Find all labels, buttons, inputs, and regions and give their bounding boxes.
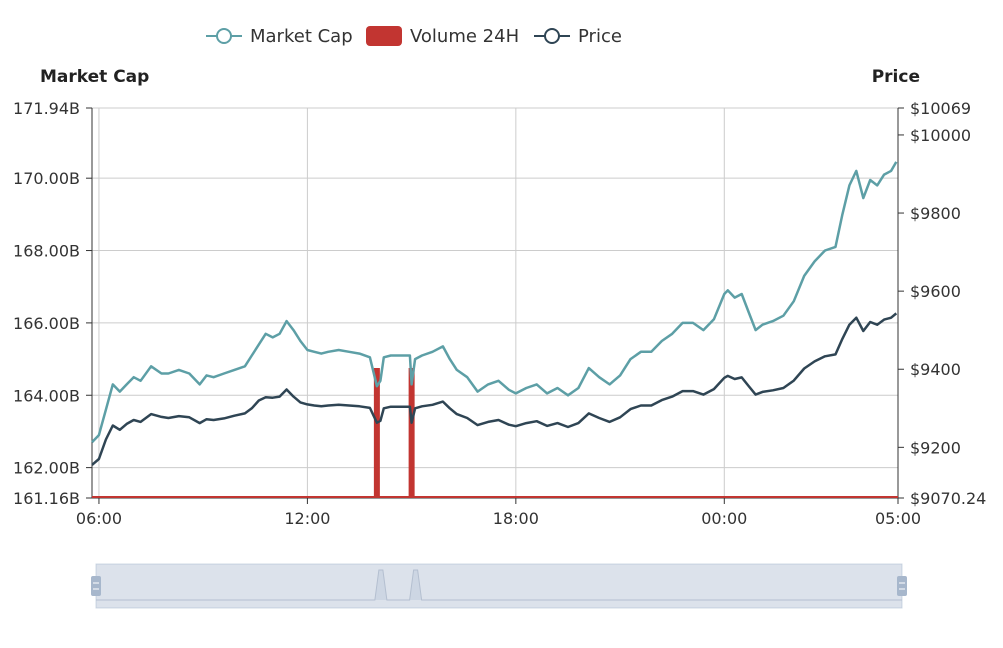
price-line: [91, 312, 898, 466]
y-left-tick-label: 166.00B: [13, 314, 80, 333]
grid: [92, 107, 899, 499]
zoom-data-shadow: [96, 569, 902, 601]
axes: 171.94B 170.00B 168.00B 166.00B 164.00B 162.0…: [13, 99, 986, 528]
market-cap-line: [91, 161, 898, 444]
legend-item-price[interactable]: Price: [534, 26, 622, 47]
legend-item-market-cap[interactable]: Market Cap: [206, 26, 353, 47]
x-tick-label: 12:00: [284, 509, 330, 528]
y-right-tick-label: $9800: [910, 204, 961, 223]
legend-label-volume: Volume 24H: [410, 26, 519, 47]
series-lines: [91, 161, 898, 466]
zoom-handle-left[interactable]: [91, 576, 101, 596]
y-left-tick-label: 171.94B: [13, 99, 80, 118]
volume-bar-1: [408, 368, 415, 498]
y-left-tick-label: 164.00B: [13, 386, 80, 405]
y-left-tick-label: 162.00B: [13, 459, 80, 478]
x-tick-label: 18:00: [493, 509, 539, 528]
y-left-tick-label: 168.00B: [13, 242, 80, 261]
legend-label-price: Price: [578, 26, 622, 47]
volume-legend-icon: [366, 26, 402, 46]
zoom-handle-right[interactable]: [897, 576, 907, 596]
y-left-tick-label: 161.16B: [13, 489, 80, 508]
legend-item-volume[interactable]: Volume 24H: [366, 26, 519, 47]
market-cap-legend-icon: [216, 28, 232, 44]
y-right-tick-label: $10069: [910, 99, 971, 118]
zoom-window[interactable]: [96, 564, 902, 608]
y-left-tick-label: 170.00B: [13, 169, 80, 188]
y-right-tick-label: $9400: [910, 360, 961, 379]
price-legend-icon: [544, 28, 560, 44]
legend[interactable]: Market Cap Volume 24H Price: [206, 26, 622, 47]
y-right-tick-label: $9200: [910, 438, 961, 457]
x-tick-label: 00:00: [701, 509, 747, 528]
y-right-tick-label: $9600: [910, 282, 961, 301]
zoom-track: [95, 563, 903, 609]
y-left-axis-name: Market Cap: [40, 67, 149, 87]
y-right-tick-label: $9070.24: [910, 489, 986, 508]
volume-bar-0: [373, 368, 380, 498]
volume-bars: [92, 368, 898, 498]
x-tick-label: 05:00: [875, 509, 921, 528]
legend-label-market-cap: Market Cap: [250, 26, 353, 47]
data-zoom-slider[interactable]: [91, 563, 907, 609]
x-tick-label: 06:00: [76, 509, 122, 528]
y-right-tick-label: $10000: [910, 126, 971, 145]
y-right-axis-name: Price: [872, 67, 920, 87]
